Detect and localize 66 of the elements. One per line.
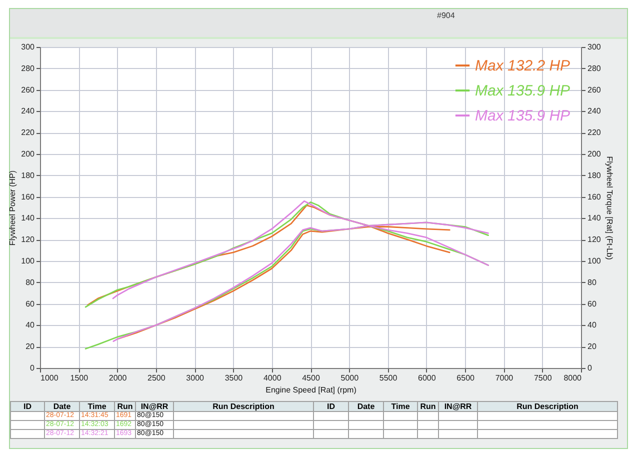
- category-label: Time: [80, 402, 114, 412]
- category-label: ID: [10, 402, 44, 412]
- y2-tick-label: 220: [588, 128, 602, 138]
- x-tick-label: 3500: [224, 374, 244, 382]
- y-tick-label: 160: [21, 192, 36, 202]
- category-label: Date: [348, 402, 384, 412]
- y-tick-label: 280: [21, 64, 36, 73]
- x-tick-label: 2500: [148, 374, 166, 382]
- y-tick-label: 200: [21, 150, 36, 158]
- x-tick-label: 6500: [456, 374, 476, 382]
- x-tick-label: 1000: [40, 374, 59, 382]
- category-label: Time: [384, 402, 418, 412]
- x-tick-label: 4000: [263, 374, 282, 382]
- y2-tick-label: 40: [588, 320, 597, 330]
- x-tick-label: 5000: [340, 374, 360, 382]
- y-tick-label: 220: [21, 128, 36, 138]
- legend-label: Max 135.9 HP: [475, 82, 570, 100]
- y2-tick-label: 80: [588, 278, 597, 287]
- y2-tick-label: 120: [588, 235, 602, 244]
- y2-tick-label: 60: [588, 299, 597, 308]
- x-tick-label: 2000: [108, 374, 128, 382]
- y2-tick-label: 300: [588, 42, 602, 52]
- legend-label: Max 132.2 HP: [475, 58, 570, 74]
- category-label: Run Description: [478, 402, 618, 412]
- category-label: IN@RR: [438, 402, 478, 412]
- y2-tick-label: 240: [588, 106, 602, 116]
- y2-tick-label: 260: [588, 85, 602, 94]
- y-tick-label: 260: [21, 85, 36, 94]
- y2-tick-label: 280: [588, 64, 602, 73]
- y-tick-label: 120: [21, 235, 36, 244]
- x-tick-label: 7500: [534, 374, 552, 382]
- y2-tick-label: 160: [588, 192, 602, 202]
- category-label: ID: [314, 402, 348, 412]
- y-tick-label: 140: [21, 214, 36, 223]
- category-label: Run: [114, 402, 136, 412]
- x-tick-label: 3000: [186, 374, 205, 382]
- y-axis-title: Flywheel Power (HP): [8, 170, 18, 246]
- y2-tick-label: 0: [588, 364, 592, 372]
- y-tick-label: 0: [30, 364, 36, 372]
- y2-axis-title: Flywheel Torque [Rat] (Ft-Lb): [604, 156, 614, 260]
- y2-tick-label: 180: [588, 170, 602, 180]
- y-tick-label: 40: [26, 320, 36, 330]
- y-tick-label: 240: [21, 106, 36, 116]
- legend-label: Max 135.9 HP: [475, 108, 570, 124]
- text: #904: [437, 11, 455, 20]
- x-tick-label: 5500: [379, 374, 398, 382]
- y2-tick-label: 200: [588, 150, 602, 158]
- y-tick-label: 60: [26, 299, 36, 308]
- category-label: Run: [418, 402, 438, 412]
- y-tick-label: 180: [21, 170, 36, 180]
- x-tick-label: 1500: [70, 374, 89, 382]
- y2-tick-label: 100: [588, 256, 602, 266]
- category-label: Date: [44, 402, 80, 412]
- y2-tick-label: 140: [588, 214, 602, 223]
- x-tick-label: 4500: [302, 374, 320, 382]
- category-label: Run Description: [174, 402, 314, 412]
- x-tick-label: 8000: [564, 374, 582, 382]
- y2-tick-label: 20: [588, 342, 597, 352]
- x-axis-title: Engine Speed [Rat] (rpm): [266, 386, 357, 394]
- x-tick-label: 6000: [418, 374, 436, 382]
- category-label: IN@RR: [136, 402, 174, 412]
- y-tick-label: 300: [21, 42, 36, 52]
- x-tick-label: 7000: [495, 374, 514, 382]
- y-tick-label: 20: [26, 342, 36, 352]
- y-tick-label: 80: [26, 278, 36, 287]
- y-tick-label: 100: [21, 256, 36, 266]
